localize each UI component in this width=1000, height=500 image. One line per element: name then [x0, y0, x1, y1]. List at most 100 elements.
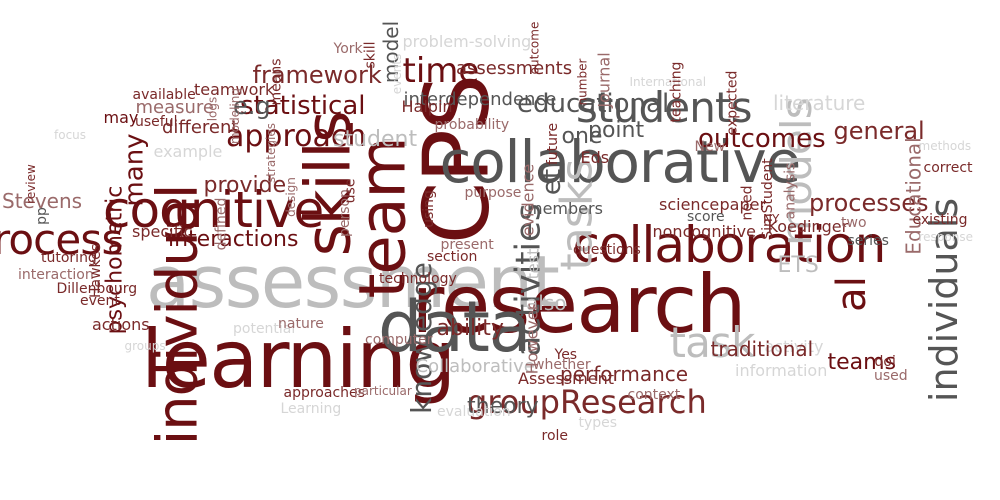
- word-actions: actions: [92, 315, 150, 334]
- word-traditional: traditional: [710, 337, 814, 361]
- word-framework: framework: [252, 61, 382, 89]
- word-analysis: analysis: [781, 162, 798, 220]
- word-purpose: purpose: [464, 185, 522, 201]
- word-approach: approach: [226, 119, 367, 154]
- word-problem-solving: problem-solving: [402, 32, 532, 51]
- word-particular: particular: [354, 384, 412, 398]
- word-evidence: evidence: [517, 163, 537, 237]
- word-approaches: approaches: [283, 385, 365, 401]
- word-may: may: [103, 108, 139, 127]
- word-number: number: [574, 58, 589, 106]
- word-teamwork: teamwork: [194, 80, 275, 99]
- word-yes: Yes: [554, 347, 578, 363]
- word-logs: logs: [204, 96, 219, 122]
- word-outcome: outcome: [526, 21, 541, 75]
- word-review: review: [23, 164, 38, 204]
- word-event: event: [80, 293, 120, 309]
- word-used: used: [874, 368, 908, 384]
- word-point: point: [588, 118, 645, 143]
- word-task: task: [669, 318, 756, 367]
- word-e-g: e.g: [233, 92, 271, 120]
- word-statistical: statistical: [240, 91, 366, 121]
- word-correct: correct: [923, 160, 973, 176]
- word-design: design: [283, 177, 298, 217]
- word-use: use: [341, 178, 358, 204]
- word-technology: technology: [379, 271, 457, 287]
- word-skill: skill: [362, 41, 379, 69]
- word-information: information: [735, 361, 828, 380]
- word-series: series: [847, 233, 889, 249]
- word-measure: measure: [135, 97, 215, 118]
- word-hawkes: Hawkes: [88, 243, 105, 299]
- word-questions: questions: [573, 242, 641, 258]
- word-dillenbourg: Dillenbourg: [56, 281, 138, 297]
- word-new: New: [694, 139, 726, 155]
- word-provide: provide: [203, 173, 287, 198]
- word-activity: activity: [764, 337, 824, 356]
- word-outcomes: outcomes: [698, 124, 826, 154]
- word-available: available: [132, 87, 196, 103]
- word-groupresearch: groupResearch: [467, 383, 707, 421]
- word-theory: theory: [467, 394, 539, 419]
- word-interdependence: interdependence: [403, 89, 557, 110]
- word-ability: ability: [436, 316, 504, 341]
- word-means: means: [268, 58, 284, 106]
- word-simstudent: SimStudent: [759, 158, 776, 240]
- word-section: section: [427, 249, 478, 265]
- word-whether: whether: [533, 357, 591, 373]
- word-expected: expected: [723, 70, 740, 136]
- word-assessment: Assessment: [518, 369, 614, 388]
- word-stevens: Stevens: [2, 189, 83, 213]
- word-et: et: [537, 168, 568, 196]
- word-noncognitive: noncognitive: [652, 222, 756, 241]
- word-nature: nature: [278, 316, 324, 332]
- word-interactions: interactions: [168, 227, 299, 252]
- word-assessments: assessments: [456, 58, 573, 79]
- word-specific: specific: [132, 222, 193, 241]
- word-modeling: modeling: [227, 88, 242, 144]
- word-types: types: [578, 415, 618, 431]
- word-learning: Learning: [280, 401, 342, 417]
- word-computer: computer: [365, 332, 433, 348]
- word-focus: focus: [54, 128, 87, 142]
- word-events: events: [390, 53, 405, 95]
- word-students: students: [576, 83, 753, 132]
- word-future: future: [545, 122, 562, 166]
- word-psychometric: psychometric: [101, 185, 127, 335]
- word-collaborative: Collaborative: [415, 356, 535, 377]
- word-york: York: [333, 41, 363, 57]
- word-evaluation: evaluation: [437, 404, 511, 420]
- word-also: also: [526, 291, 567, 315]
- word-present: present: [440, 237, 494, 253]
- word-need: need: [739, 185, 755, 221]
- word-different: different: [162, 117, 239, 138]
- word-response: response: [918, 230, 974, 244]
- word-one: one: [561, 124, 603, 149]
- word-doi: doi: [874, 354, 896, 370]
- word-score: score: [687, 209, 725, 225]
- word-educational: educational: [517, 89, 670, 119]
- word-research: research: [411, 258, 747, 351]
- word-collaborative: collaborative: [439, 128, 802, 196]
- word-journal: Journal: [594, 52, 614, 108]
- word-using: using: [420, 190, 437, 228]
- word-assessment: assessment: [146, 240, 560, 324]
- word-ny: NY: [763, 212, 780, 226]
- word-halpin: Halpin: [401, 97, 453, 116]
- word-eds: Eds: [580, 148, 610, 167]
- word-learning: learning: [141, 313, 456, 406]
- word-pp: pp: [33, 207, 50, 225]
- word-general: general: [833, 117, 925, 145]
- word-groups: groups: [124, 339, 166, 353]
- word-literature: literature: [773, 91, 866, 115]
- word-student: student: [333, 127, 418, 152]
- word-paper: paper: [719, 195, 767, 214]
- word-test: test: [522, 248, 542, 280]
- word-collaboration: collaboration: [572, 216, 887, 274]
- word-koedinger: Koedinger: [767, 217, 849, 236]
- word-performance: performance: [560, 362, 689, 386]
- word-interaction: interaction: [18, 267, 94, 283]
- word-cognitive: cognitive: [103, 181, 324, 239]
- word-useful: useful: [135, 114, 178, 130]
